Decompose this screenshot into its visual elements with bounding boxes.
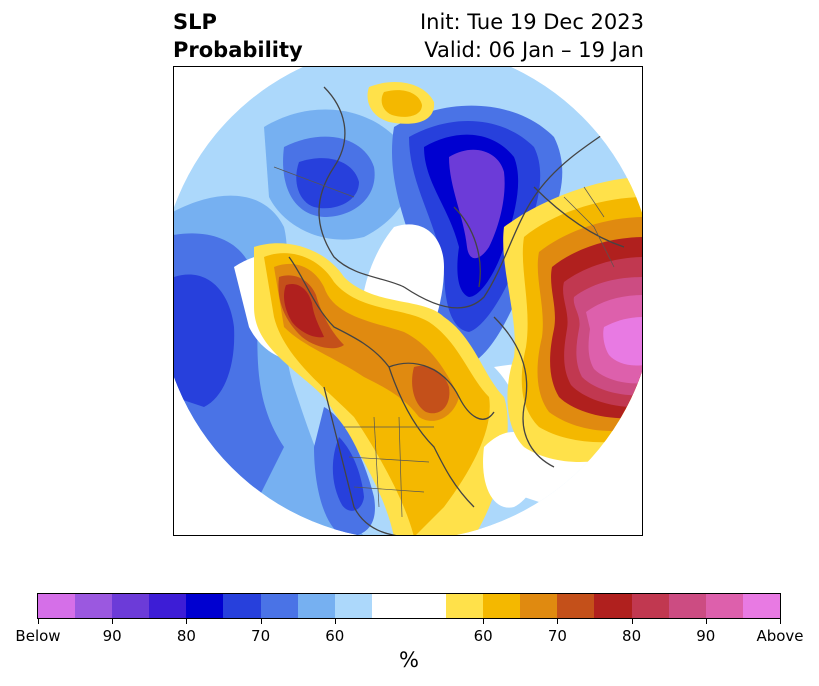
colorbar-segment <box>557 594 595 618</box>
colorbar-segment <box>631 594 669 618</box>
colorbar-tick <box>780 619 781 624</box>
colorbar-segment <box>446 594 484 618</box>
above-zone-hudson-core <box>412 365 450 414</box>
colorbar-tick-label: 70 <box>547 627 567 645</box>
colorbar-tick <box>483 619 485 624</box>
colorbar-segment <box>668 594 706 618</box>
polar-map <box>173 66 643 536</box>
colorbar-tick <box>557 619 559 624</box>
colorbar-tick-label: 60 <box>473 627 493 645</box>
colorbar-tick-label: 70 <box>251 627 271 645</box>
map-title: SLP Probability <box>173 8 303 64</box>
colorbar-segment <box>149 594 187 618</box>
colorbar <box>37 593 781 619</box>
colorbar-tick-label: 90 <box>102 627 122 645</box>
colorbar-segment <box>705 594 743 618</box>
colorbar-tick <box>705 619 707 624</box>
colorbar-segment <box>260 594 298 618</box>
above-zone-eu-peak <box>603 317 642 366</box>
colorbar-segment <box>186 594 224 618</box>
title-type: Probability <box>173 38 303 62</box>
colorbar-segment <box>371 594 447 618</box>
colorbar-tick-label: Above <box>756 627 804 645</box>
colorbar-tick-label: 80 <box>176 627 196 645</box>
neutral-zone-atlantic-inner <box>483 432 538 508</box>
colorbar-tick <box>112 619 114 624</box>
colorbar-segment <box>75 594 113 618</box>
colorbar-tick-label: 90 <box>696 627 716 645</box>
coastlines <box>288 86 625 535</box>
above-zone-north-inner <box>381 90 422 117</box>
blue-zone-arctic-core <box>449 149 505 259</box>
init-date: Init: Tue 19 Dec 2023 <box>419 10 644 34</box>
above-zone-alaska-core <box>284 283 324 338</box>
colorbar-segment <box>297 594 335 618</box>
colorbar-tick <box>631 619 633 624</box>
colorbar-segment <box>38 594 76 618</box>
colorbar-tick-label: 60 <box>325 627 345 645</box>
date-info: Init: Tue 19 Dec 2023 Valid: 06 Jan – 19… <box>420 8 644 64</box>
title-variable: SLP <box>173 10 217 34</box>
colorbar-tick <box>334 619 336 624</box>
colorbar-segment <box>112 594 150 618</box>
colorbar-segment <box>520 594 558 618</box>
colorbar-tick <box>186 619 188 624</box>
blue-zone-north-core <box>296 158 359 209</box>
colorbar-unit: % <box>399 648 419 672</box>
valid-range: Valid: 06 Jan – 19 Jan <box>424 38 644 62</box>
colorbar-tick <box>38 619 39 624</box>
colorbar-segment <box>334 594 372 618</box>
colorbar-segment <box>594 594 632 618</box>
probability-map-graphic <box>174 67 642 535</box>
blue-zone-pacific-core <box>174 274 235 407</box>
colorbar-segment <box>742 594 780 618</box>
colorbar-tick-label: 80 <box>622 627 642 645</box>
colorbar-tick <box>260 619 262 624</box>
colorbar-segment <box>223 594 261 618</box>
colorbar-segment <box>483 594 521 618</box>
borders <box>273 166 615 518</box>
colorbar-tick-label: Below <box>15 627 61 645</box>
